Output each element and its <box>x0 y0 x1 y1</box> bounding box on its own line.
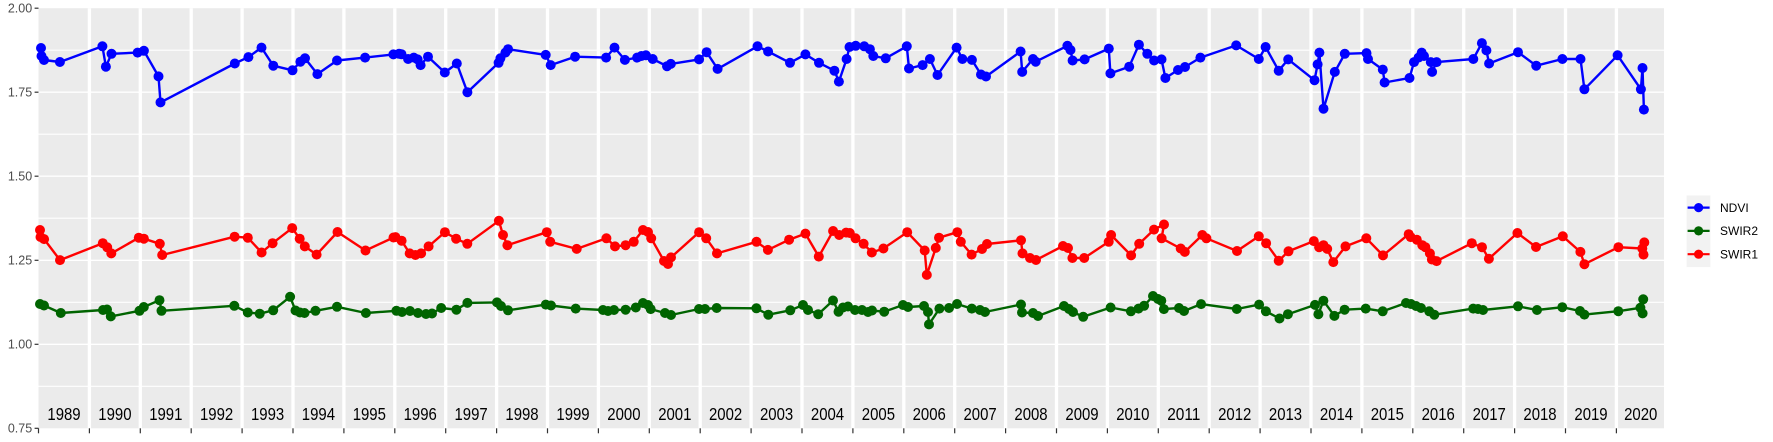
svg-text:2010: 2010 <box>1116 404 1149 424</box>
svg-text:2008: 2008 <box>1014 404 1047 424</box>
svg-text:2015: 2015 <box>1371 404 1404 424</box>
svg-text:2000: 2000 <box>607 404 640 424</box>
svg-text:SWIR2: SWIR2 <box>1720 224 1758 238</box>
svg-text:2012: 2012 <box>1218 404 1251 424</box>
svg-text:2004: 2004 <box>811 404 845 424</box>
svg-text:1993: 1993 <box>251 404 284 424</box>
svg-text:2007: 2007 <box>964 404 997 424</box>
svg-text:1997: 1997 <box>455 404 488 424</box>
svg-text:0.75: 0.75 <box>8 422 32 436</box>
svg-text:1.25: 1.25 <box>8 254 32 268</box>
svg-text:1999: 1999 <box>556 404 589 424</box>
svg-text:2020: 2020 <box>1624 404 1657 424</box>
svg-text:1996: 1996 <box>404 404 437 424</box>
svg-text:2013: 2013 <box>1269 404 1302 424</box>
svg-text:1994: 1994 <box>302 404 336 424</box>
svg-text:2016: 2016 <box>1422 404 1455 424</box>
svg-text:1.75: 1.75 <box>8 86 32 100</box>
svg-text:2003: 2003 <box>760 404 793 424</box>
svg-text:1995: 1995 <box>353 404 386 424</box>
svg-text:2.00: 2.00 <box>8 2 32 16</box>
svg-text:2017: 2017 <box>1473 404 1506 424</box>
svg-text:1998: 1998 <box>505 404 538 424</box>
svg-text:1.00: 1.00 <box>8 338 32 352</box>
svg-text:2011: 2011 <box>1167 404 1200 424</box>
svg-text:2019: 2019 <box>1574 404 1607 424</box>
svg-text:1991: 1991 <box>149 404 182 424</box>
svg-text:1992: 1992 <box>200 404 233 424</box>
svg-text:2018: 2018 <box>1523 404 1556 424</box>
svg-text:1990: 1990 <box>98 404 131 424</box>
svg-text:2009: 2009 <box>1065 404 1098 424</box>
svg-text:2014: 2014 <box>1320 404 1354 424</box>
svg-text:NDVI: NDVI <box>1720 201 1749 215</box>
svg-text:1.50: 1.50 <box>8 170 32 184</box>
svg-text:SWIR1: SWIR1 <box>1720 248 1758 262</box>
svg-text:2001: 2001 <box>658 404 691 424</box>
svg-text:2002: 2002 <box>709 404 742 424</box>
svg-text:2005: 2005 <box>862 404 895 424</box>
svg-text:1989: 1989 <box>47 404 80 424</box>
svg-text:2006: 2006 <box>913 404 946 424</box>
